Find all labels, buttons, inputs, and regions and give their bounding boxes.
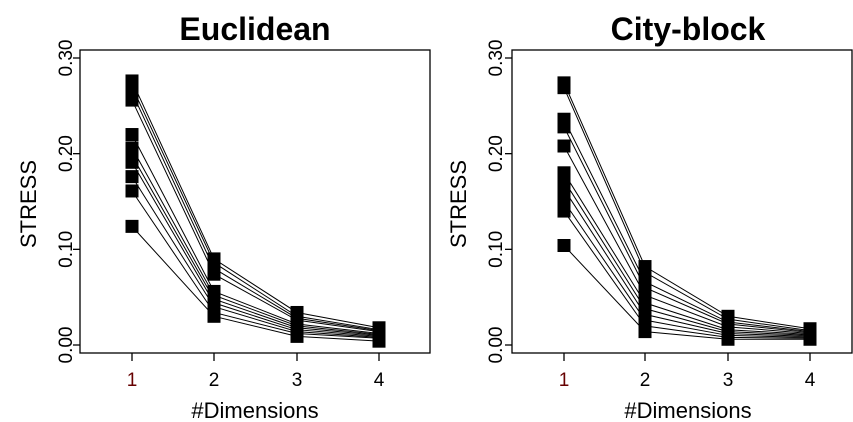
euclidean-data-point [125, 170, 139, 184]
euclidean-series-line [131, 190, 380, 339]
city-block-y-tick-label: 0.30 [486, 40, 507, 77]
city-block-y-ticks: 0.00 0.10 0.20 0.30 [486, 40, 512, 364]
city-block-plot-frame [511, 49, 853, 354]
city-block-series-line [563, 188, 811, 337]
city-block-series-line [563, 82, 811, 330]
city-block-y-tick-label: 0.20 [486, 135, 507, 172]
city-block-series-line [563, 145, 811, 335]
city-block-y-axis-title: STRESS [446, 160, 471, 248]
city-block-panel: City-block #Dimensions STRESS 0.000.100.… [446, 11, 853, 422]
euclidean-data-point [125, 128, 139, 142]
city-block-series-line [563, 119, 811, 333]
euclidean-series-line [131, 176, 380, 338]
euclidean-y-tick-label: 0.10 [56, 231, 77, 268]
city-block-x-tick-label: 3 [723, 370, 734, 391]
city-block-series-line [563, 126, 811, 334]
city-block-y-tick-label: 0.00 [486, 327, 507, 364]
euclidean-series-line [131, 162, 380, 337]
euclidean-y-tick-label: 0.00 [56, 327, 77, 364]
city-block-x-tick-label: 4 [805, 370, 816, 391]
euclidean-series-line [131, 92, 380, 332]
euclidean-title: Euclidean [179, 11, 330, 47]
city-block-x-tick-label: 1 [559, 370, 570, 391]
city-block-x-axis-title: #Dimensions [624, 398, 751, 422]
city-block-data-point [557, 239, 571, 253]
euclidean-x-tick-label: 1 [127, 370, 138, 391]
city-block-title: City-block [611, 11, 766, 47]
euclidean-y-tick-label: 0.20 [56, 135, 77, 172]
euclidean-y-ticks: 0.00 0.10 0.20 0.30 [56, 40, 80, 364]
city-block-data-point [721, 332, 735, 346]
euclidean-data-point [125, 184, 139, 198]
euclidean-series-layer [125, 74, 386, 348]
euclidean-data-point [207, 309, 221, 323]
euclidean-series-line [131, 134, 380, 335]
euclidean-data-point [372, 334, 386, 348]
euclidean-x-tick-label: 4 [374, 370, 385, 391]
city-block-series-line [563, 245, 810, 340]
city-block-data-point [557, 204, 571, 218]
city-block-series-line [563, 210, 811, 339]
euclidean-data-point [125, 219, 139, 233]
euclidean-series-line [131, 86, 380, 331]
city-block-series-line [563, 180, 811, 336]
euclidean-y-tick-label: 0.30 [56, 40, 77, 77]
city-block-data-point [557, 120, 571, 134]
city-block-data-point [557, 139, 571, 153]
euclidean-series-line [131, 147, 380, 335]
euclidean-series-line [131, 99, 380, 333]
euclidean-data-point [207, 267, 221, 281]
city-block-series-line [563, 172, 811, 335]
euclidean-x-tick-label: 2 [209, 370, 220, 391]
euclidean-x-ticks: 1 2 3 4 [127, 353, 385, 391]
city-block-data-point [557, 81, 571, 95]
euclidean-x-tick-label: 3 [292, 370, 303, 391]
city-block-data-point [638, 325, 652, 339]
euclidean-data-point [125, 155, 139, 169]
city-block-series-line [563, 87, 811, 332]
city-block-data-point [803, 332, 817, 346]
city-block-x-tick-label: 2 [640, 370, 651, 391]
city-block-y-tick-label: 0.10 [486, 231, 507, 268]
euclidean-panel: Euclidean #Dimensions STRESS 0.00 0.10 0.2… [16, 11, 431, 422]
euclidean-data-point [290, 329, 304, 343]
euclidean-x-axis-title: #Dimensions [191, 398, 318, 422]
euclidean-series-line [131, 155, 380, 336]
city-block-series-line [563, 201, 811, 338]
city-block-x-ticks: 1 2 3 4 [559, 353, 816, 391]
city-block-series-layer [557, 76, 817, 346]
euclidean-series-line [131, 226, 380, 342]
euclidean-y-axis-title: STRESS [16, 160, 41, 248]
euclidean-plot-frame [79, 49, 431, 354]
euclidean-series-line [131, 80, 380, 329]
city-block-data-point [557, 182, 571, 196]
euclidean-data-point [125, 93, 139, 107]
